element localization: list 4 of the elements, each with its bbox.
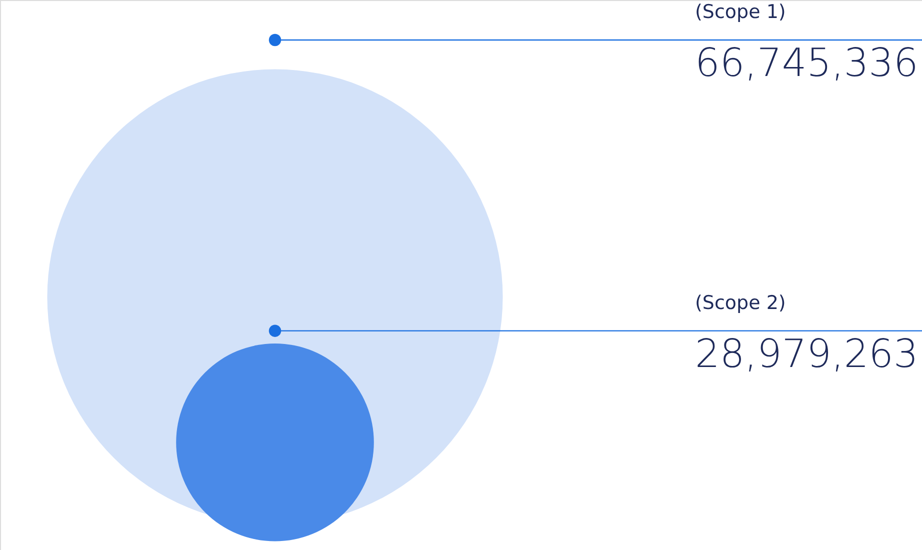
data-label: 66,745,336 [695,41,918,86]
data-label: 28,979,263 [695,332,918,377]
category-label: (Scope 1) [695,1,786,23]
category-label: (Scope 2) [695,292,786,314]
